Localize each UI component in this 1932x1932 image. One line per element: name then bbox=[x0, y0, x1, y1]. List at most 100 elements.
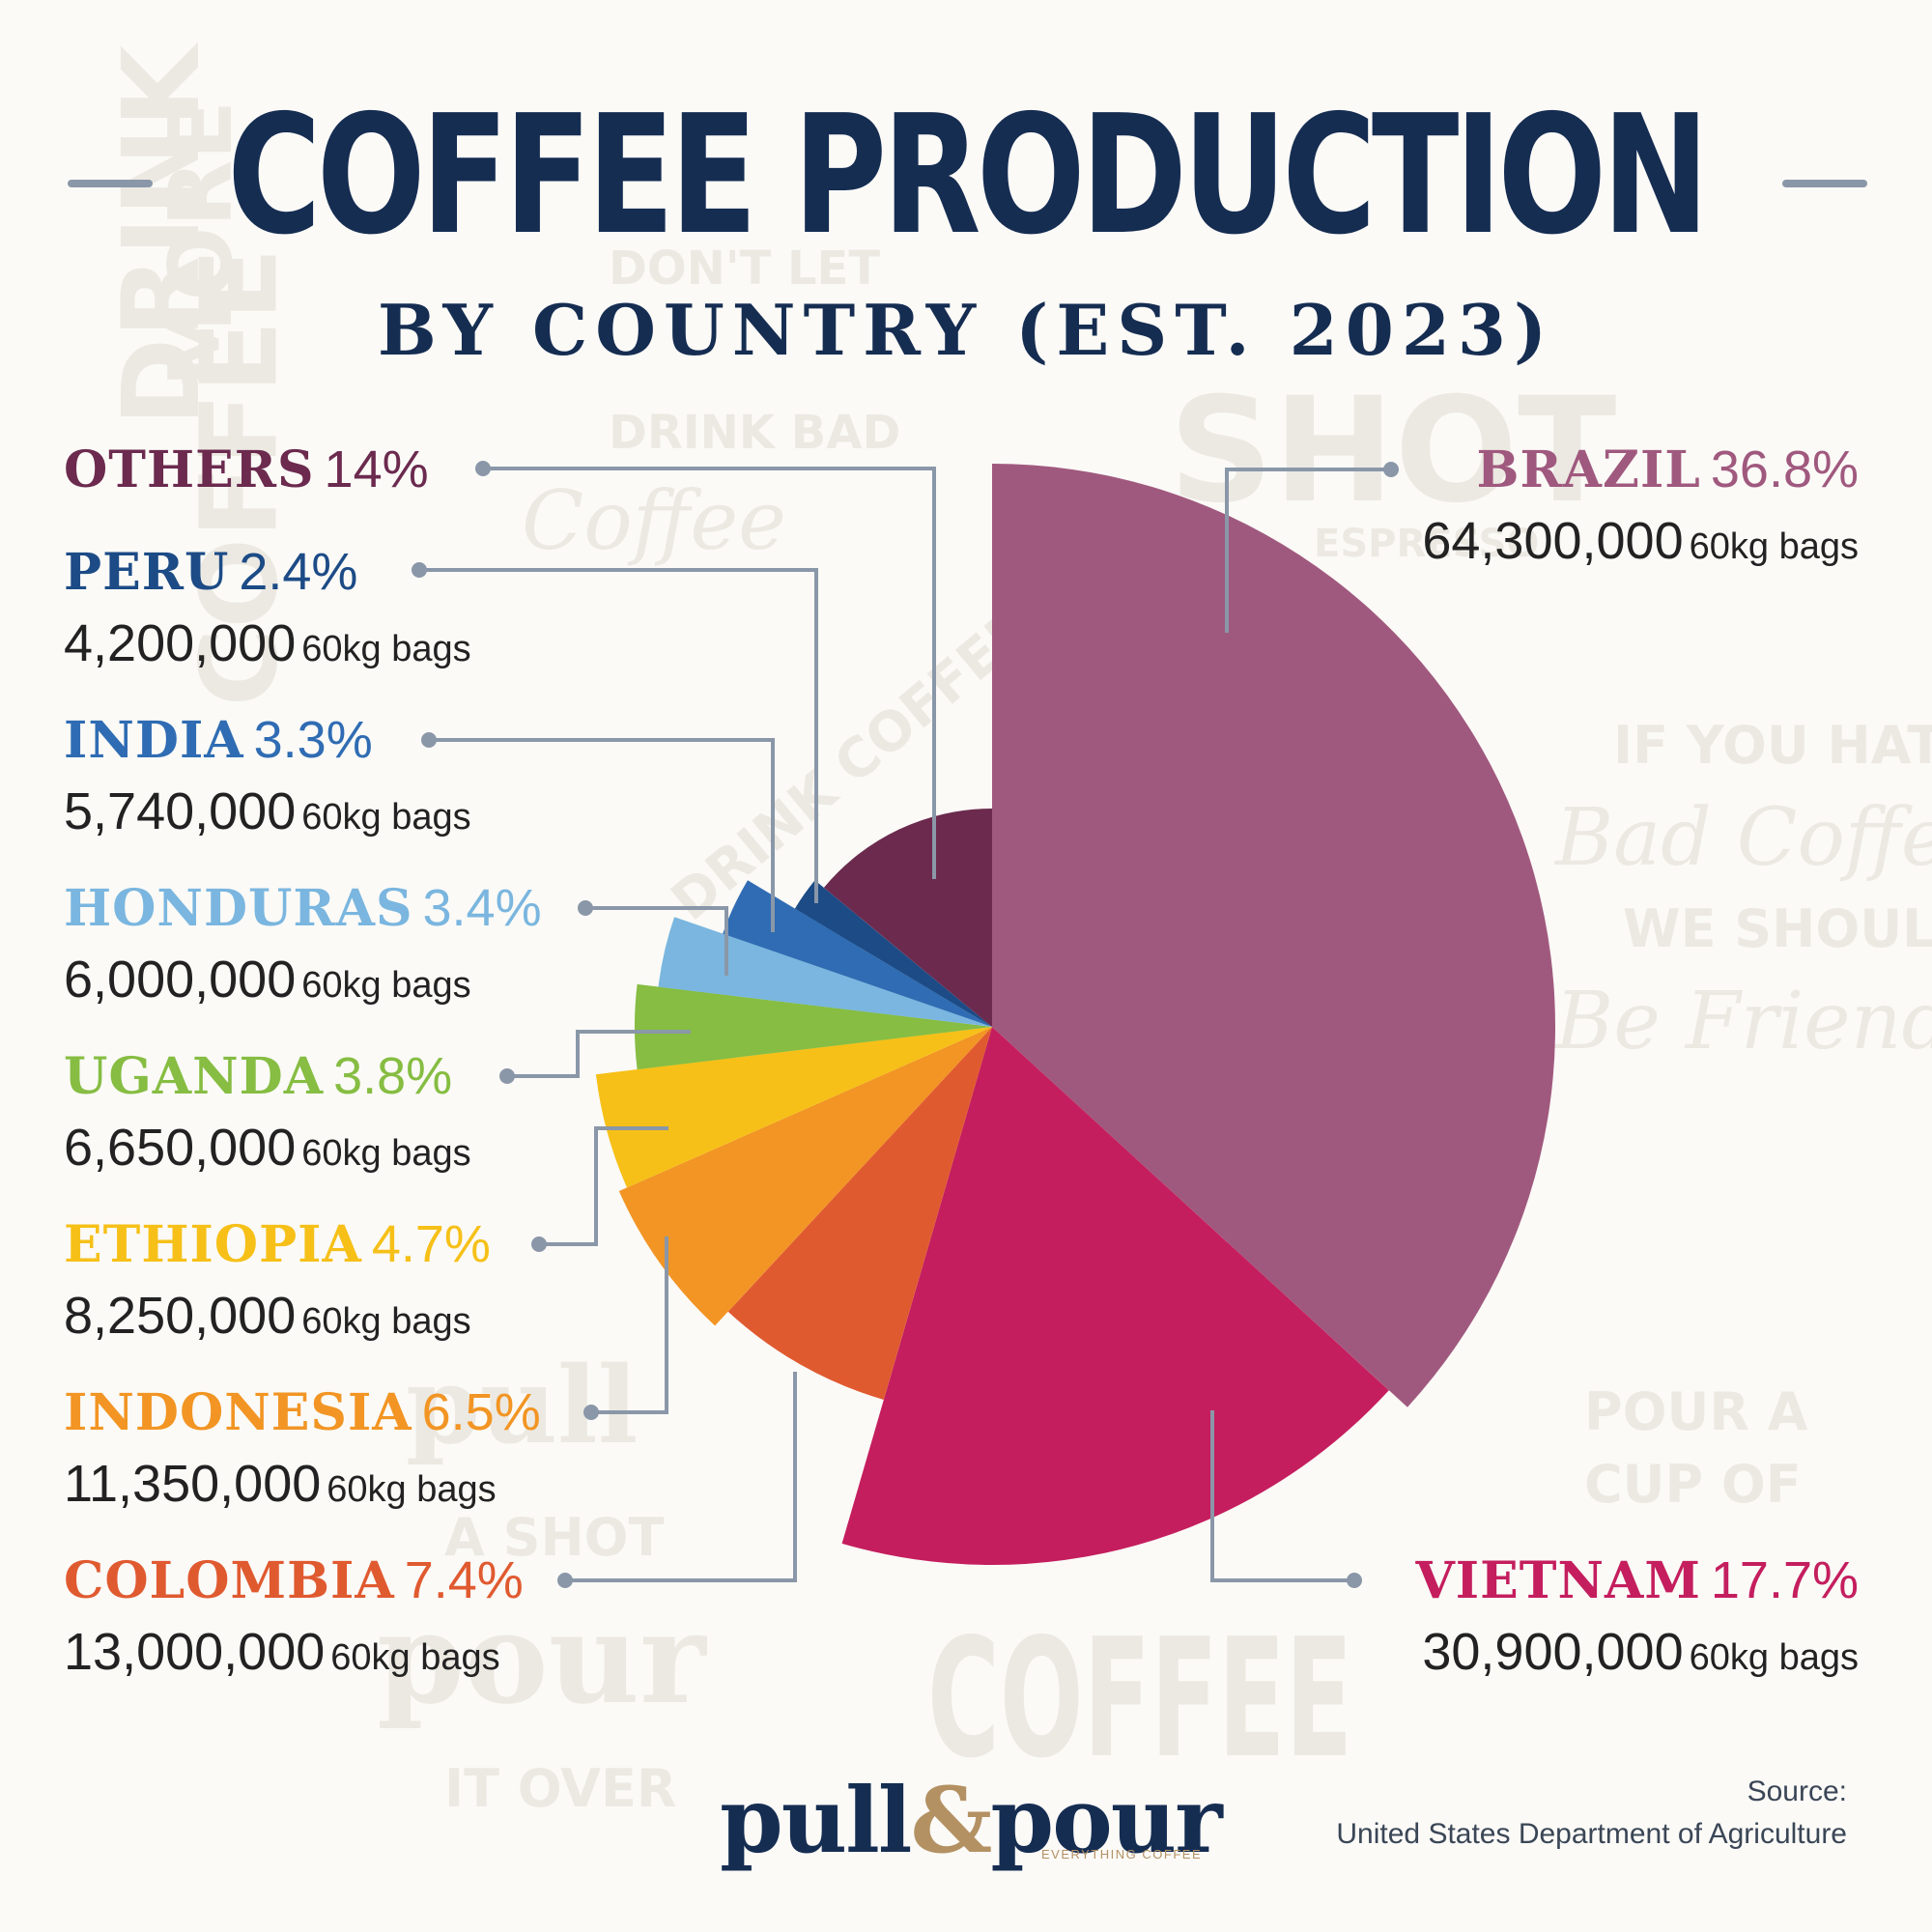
leader-dot-indonesia bbox=[583, 1405, 599, 1420]
label-brazil-percent: 36.8% bbox=[1710, 440, 1859, 498]
leader-line-ethiopia bbox=[539, 1126, 668, 1246]
label-colombia: COLOMBIA 7.4% 13,000,000 60kg bags bbox=[64, 1551, 524, 1682]
leader-dot-brazil bbox=[1383, 462, 1399, 477]
label-vietnam: VIETNAM 17.7% 30,900,000 60kg bags bbox=[1415, 1551, 1859, 1682]
watermark-text: DON'T LET bbox=[609, 242, 881, 296]
label-uganda: UGANDA 3.8% 6,650,000 60kg bags bbox=[64, 1047, 471, 1178]
title-rule-left bbox=[68, 180, 153, 187]
label-vietnam-bags: 30,900,000 bbox=[1422, 1623, 1684, 1681]
label-honduras-bags: 6,000,000 bbox=[64, 951, 297, 1009]
leader-dot-uganda bbox=[499, 1068, 515, 1084]
unit-label: 60kg bags bbox=[1689, 1637, 1859, 1678]
watermark-text: WE SHOULD bbox=[1623, 898, 1932, 959]
watermark-text: Be Friends bbox=[1555, 976, 1932, 1067]
watermark-text: Coffee bbox=[522, 473, 786, 568]
label-peru-bags: 4,200,000 bbox=[64, 614, 297, 672]
chart-title: COFFEE PRODUCTION bbox=[227, 80, 1709, 271]
label-india-percent: 3.3% bbox=[253, 711, 373, 769]
leader-dot-honduras bbox=[578, 900, 593, 916]
title-rule-right bbox=[1782, 180, 1867, 187]
unit-label: 60kg bags bbox=[301, 1133, 471, 1174]
source-note: Source: United States Department of Agri… bbox=[1336, 1771, 1847, 1856]
watermark-text: IF YOU HATE bbox=[1613, 715, 1932, 776]
leader-line-brazil bbox=[1225, 468, 1391, 633]
leader-line-vietnam bbox=[1210, 1410, 1354, 1582]
label-peru-percent: 2.4% bbox=[239, 543, 358, 601]
leader-lines bbox=[412, 461, 1399, 1588]
pie-slice-honduras bbox=[658, 917, 992, 1027]
logo-tagline: EVERYTHING COFFEE bbox=[1041, 1847, 1203, 1861]
logo-word-left: pull bbox=[720, 1768, 912, 1874]
leader-dot-others bbox=[475, 461, 491, 476]
unit-label: 60kg bags bbox=[330, 1637, 500, 1678]
leader-line-peru bbox=[419, 568, 818, 903]
label-peru: PERU 2.4% 4,200,000 60kg bags bbox=[64, 543, 471, 673]
leader-line-colombia bbox=[565, 1372, 797, 1582]
watermark-text: ESPRESSO bbox=[1314, 522, 1540, 566]
label-ethiopia: ETHIOPIA 4.7% 8,250,000 60kg bags bbox=[64, 1215, 491, 1346]
label-brazil-country: BRAZIL bbox=[1476, 440, 1701, 499]
label-ethiopia-bags: 8,250,000 bbox=[64, 1287, 297, 1345]
label-uganda-bags: 6,650,000 bbox=[64, 1119, 297, 1177]
label-colombia-country: COLOMBIA bbox=[64, 1551, 395, 1610]
leader-dot-colombia bbox=[557, 1573, 573, 1588]
label-others-percent: 14% bbox=[324, 440, 429, 498]
pie-slices bbox=[595, 463, 1556, 1566]
leader-line-indonesia bbox=[591, 1236, 668, 1414]
label-uganda-country: UGANDA bbox=[64, 1047, 325, 1106]
pie-slice-ethiopia bbox=[595, 1027, 992, 1188]
leader-line-others bbox=[483, 467, 936, 879]
watermark-text: COFFEE bbox=[927, 1604, 1353, 1795]
label-vietnam-percent: 17.7% bbox=[1710, 1551, 1859, 1609]
label-india-country: INDIA bbox=[64, 711, 244, 770]
pie-slice-uganda bbox=[634, 983, 992, 1070]
pie-slice-colombia bbox=[727, 1027, 992, 1400]
label-others-country: OTHERS bbox=[64, 440, 315, 499]
pie-slice-indonesia bbox=[618, 1027, 992, 1326]
watermark-text: IT OVER bbox=[444, 1758, 677, 1819]
watermark-text: pour bbox=[377, 1584, 706, 1732]
pie-slice-india bbox=[723, 880, 992, 1027]
watermark-text: Bad Coffee bbox=[1555, 792, 1932, 884]
watermark-text: pull bbox=[406, 1343, 639, 1467]
leader-dot-peru bbox=[412, 562, 427, 578]
watermark-text: POUR A bbox=[1584, 1381, 1808, 1442]
label-indonesia-country: INDONESIA bbox=[64, 1383, 412, 1442]
watermark-text: SHOT bbox=[1169, 367, 1617, 535]
unit-label: 60kg bags bbox=[301, 1301, 471, 1342]
label-indonesia: INDONESIA 6.5% 11,350,000 60kg bags bbox=[64, 1383, 541, 1514]
source-text: United States Department of Agriculture bbox=[1336, 1818, 1847, 1850]
label-uganda-percent: 3.8% bbox=[333, 1047, 453, 1105]
pie-slice-others bbox=[823, 809, 992, 1027]
label-honduras-country: HONDURAS bbox=[64, 879, 413, 938]
unit-label: 60kg bags bbox=[1689, 526, 1859, 567]
label-colombia-percent: 7.4% bbox=[404, 1551, 524, 1609]
label-others: OTHERS 14% bbox=[64, 440, 429, 499]
unit-label: 60kg bags bbox=[301, 629, 471, 669]
chart-subtitle: BY COUNTRY (EST. 2023) bbox=[377, 289, 1555, 371]
logo-ampersand: & bbox=[910, 1768, 993, 1874]
watermark-text: CUP OF bbox=[1584, 1454, 1802, 1515]
pie-slice-vietnam bbox=[841, 1027, 1389, 1566]
brand-logo: pull&pour bbox=[720, 1768, 1223, 1874]
label-brazil-bags: 64,300,000 bbox=[1422, 512, 1684, 570]
label-india-bags: 5,740,000 bbox=[64, 782, 297, 840]
label-honduras-percent: 3.4% bbox=[422, 879, 542, 937]
pie-slice-brazil bbox=[992, 463, 1556, 1407]
leader-line-uganda bbox=[507, 1030, 691, 1078]
leader-dot-india bbox=[421, 732, 437, 748]
watermark-text: A SHOT bbox=[444, 1507, 665, 1568]
unit-label: 60kg bags bbox=[327, 1469, 497, 1510]
label-ethiopia-country: ETHIOPIA bbox=[64, 1215, 362, 1274]
label-indonesia-percent: 6.5% bbox=[421, 1383, 541, 1441]
pie-slice-peru bbox=[794, 880, 992, 1027]
source-label: Source: bbox=[1747, 1776, 1847, 1807]
watermark-text: DRINK BAD bbox=[609, 406, 901, 460]
unit-label: 60kg bags bbox=[301, 965, 471, 1006]
label-brazil: BRAZIL 36.8% 64,300,000 60kg bags bbox=[1422, 440, 1859, 571]
label-india: INDIA 3.3% 5,740,000 60kg bags bbox=[64, 711, 471, 841]
label-indonesia-bags: 11,350,000 bbox=[64, 1455, 322, 1513]
unit-label: 60kg bags bbox=[301, 797, 471, 838]
